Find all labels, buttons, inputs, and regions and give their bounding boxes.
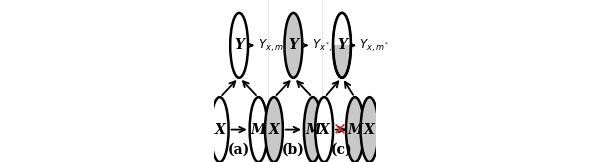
Text: M: M [251, 123, 266, 137]
Ellipse shape [304, 97, 322, 162]
Text: X: X [268, 123, 279, 137]
Ellipse shape [265, 97, 283, 162]
Text: X: X [214, 123, 225, 137]
Ellipse shape [211, 97, 228, 162]
Text: ✕: ✕ [333, 121, 346, 139]
Ellipse shape [333, 13, 351, 78]
Text: $Y_{x^*\!,m^*}$: $Y_{x^*\!,m^*}$ [312, 37, 347, 54]
Text: Y: Y [337, 38, 347, 52]
Ellipse shape [333, 13, 351, 78]
Ellipse shape [315, 97, 333, 162]
Ellipse shape [250, 97, 267, 162]
Text: M: M [305, 123, 320, 137]
Ellipse shape [360, 97, 378, 162]
Text: $Y_{x,m^*}$: $Y_{x,m^*}$ [359, 37, 390, 54]
Text: Y: Y [234, 38, 244, 52]
Ellipse shape [230, 13, 248, 78]
Text: (c): (c) [331, 143, 353, 157]
Text: $Y_{x,m}$: $Y_{x,m}$ [258, 37, 283, 54]
Text: (a): (a) [228, 143, 250, 157]
Text: X: X [364, 123, 375, 137]
Text: X: X [319, 123, 330, 137]
Text: Y: Y [289, 38, 299, 52]
Text: (b): (b) [282, 143, 305, 157]
Ellipse shape [284, 13, 302, 78]
Text: M: M [348, 123, 363, 137]
Ellipse shape [346, 97, 364, 162]
